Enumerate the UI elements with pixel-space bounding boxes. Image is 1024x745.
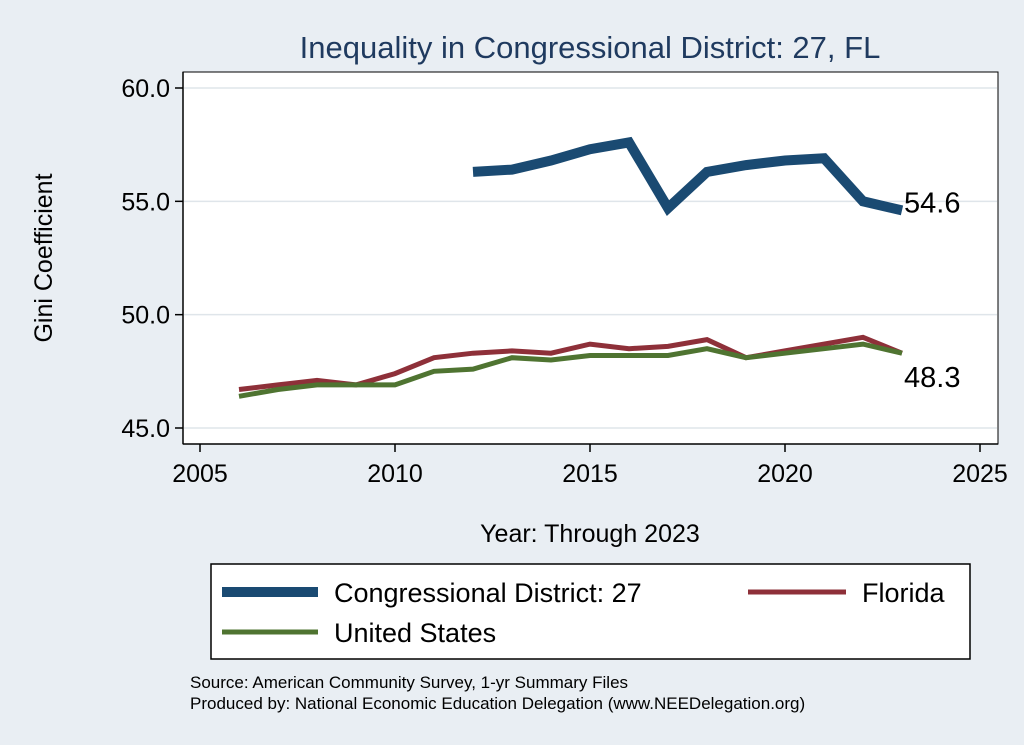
y-tick-label: 55.0 <box>121 188 170 216</box>
end-label: 54.6 <box>904 187 960 219</box>
legend-label: Congressional District: 27 <box>334 578 642 608</box>
x-axis-title: Year: Through 2023 <box>480 520 700 548</box>
legend: Congressional District: 27 Florida United … <box>222 578 946 648</box>
series-line-united-states <box>238 341 903 399</box>
source-note: Source: American Community Survey, 1-yr … <box>190 673 628 692</box>
x-tick-label: 2025 <box>952 460 1008 488</box>
y-axis-title: Gini Coefficient <box>30 173 58 342</box>
x-tick-label: 2005 <box>172 460 228 488</box>
y-tick-label: 50.0 <box>121 302 170 330</box>
grid-lines <box>184 87 997 429</box>
series-line-congressional-district-27 <box>472 136 904 216</box>
y-tick-label: 60.0 <box>121 75 170 103</box>
legend-label: United States <box>334 618 496 648</box>
end-labels: 54.6 48.3 <box>904 187 960 394</box>
x-tick-label: 2010 <box>367 460 423 488</box>
axes: 45.0 50.0 55.0 60.0 2005 2010 2015 2020 2025 <box>121 72 1008 488</box>
end-label: 48.3 <box>904 362 960 394</box>
chart-title: Inequality in Congressional District: 27… <box>300 30 881 65</box>
legend-box <box>210 563 971 660</box>
x-tick-label: 2020 <box>757 460 813 488</box>
legend-label: Florida <box>862 578 946 608</box>
series-lines <box>238 136 904 399</box>
x-tick-label: 2015 <box>562 460 618 488</box>
producer-note: Produced by: National Economic Education… <box>190 694 805 713</box>
y-tick-label: 45.0 <box>121 415 170 443</box>
